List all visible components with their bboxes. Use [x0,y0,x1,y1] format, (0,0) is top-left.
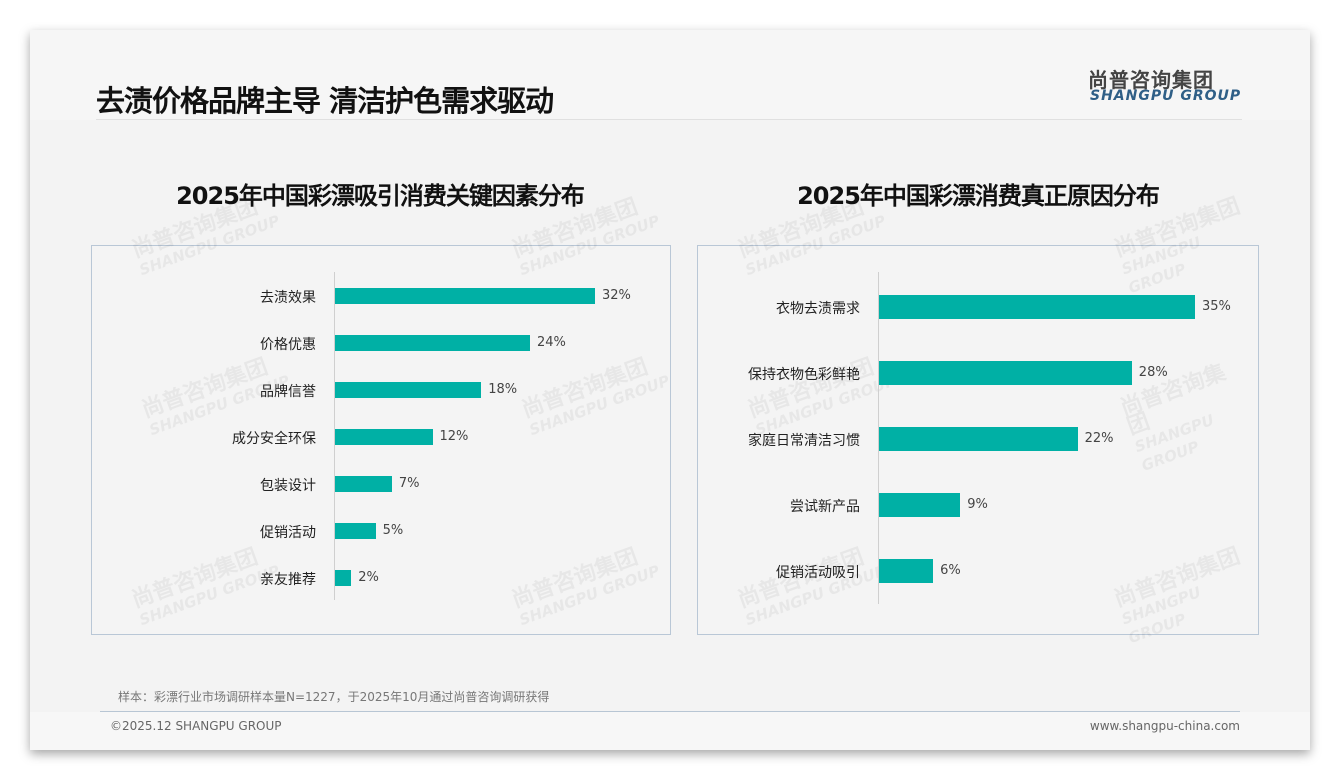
category-label: 衣物去渍需求 [776,301,860,317]
footer [30,712,1310,750]
bar [335,429,433,445]
category-label: 去渍效果 [260,290,316,306]
bar [335,570,352,586]
data-label: 22% [1084,431,1114,446]
bar [335,523,376,539]
bar [335,288,595,304]
bar [879,427,1078,451]
copyright: ©2025.12 SHANGPU GROUP [110,719,282,733]
data-label: 9% [967,497,988,512]
data-label: 6% [940,563,961,578]
bar [879,295,1195,319]
chart-title-left: 2025年中国彩漂吸引消费关键因素分布 [176,182,585,210]
data-label: 32% [602,288,631,303]
watermark: 尚普咨询集团 SHANGPU GROUP [508,544,663,630]
category-label: 价格优惠 [260,337,316,353]
header-divider [96,119,1242,120]
footer-divider [100,711,1240,712]
y-axis-line [878,272,879,604]
bar [335,335,530,351]
category-label: 促销活动 [260,525,316,541]
data-label: 24% [537,335,566,350]
logo-cn: 尚普咨询集团 [1088,68,1214,92]
data-label: 35% [1202,299,1231,314]
category-label: 家庭日常清洁习惯 [748,433,860,449]
category-label: 保持衣物色彩鲜艳 [748,367,860,383]
page-title: 去渍价格品牌主导 清洁护色需求驱动 [96,84,554,118]
data-label: 18% [488,382,518,397]
watermark: 尚普咨询集团 SHANGPU GROUP [734,544,889,630]
watermark: 尚普咨询集团 SHANGPU GROUP [518,354,673,440]
category-label: 亲友推荐 [260,572,316,588]
slide: 去渍价格品牌主导 清洁护色需求驱动 尚普咨询集团 SHANGPU GROUP 2… [30,30,1310,750]
data-label: 12% [439,429,469,444]
chart-title-right: 2025年中国彩漂消费真正原因分布 [797,182,1160,210]
data-label: 5% [382,523,404,538]
data-label: 2% [358,570,379,585]
bar [879,361,1132,385]
sample-note: 样本：彩漂行业市场调研样本量N=1227，于2025年10月通过尚普咨询调研获得 [118,690,550,704]
header [30,30,1310,120]
chart-panel-left: 尚普咨询集团 SHANGPU GROUP 尚普咨询集团 SHANGPU GROUP 尚普… [91,195,673,635]
bar [879,493,961,517]
bar [335,476,392,492]
bar [879,559,934,583]
chart-panel-right: 尚普咨询集团 SHANGPU GROUP 尚普咨询集团 SHANGPU GROUP 尚普… [697,194,1259,647]
category-label: 促销活动吸引 [776,565,860,581]
watermark: 尚普咨询集团 SHANGPU GROUP [1110,543,1244,648]
category-label: 品牌信誉 [260,384,316,400]
website-link[interactable]: www.shangpu-china.com [1089,719,1240,733]
category-label: 成分安全环保 [232,431,316,447]
data-label: 28% [1138,365,1168,380]
data-label: 7% [398,476,420,491]
logo-en: SHANGPU GROUP [1090,88,1242,104]
bar [335,382,482,398]
category-label: 包装设计 [260,478,316,494]
category-label: 尝试新产品 [790,499,860,515]
y-axis-line [334,272,335,600]
